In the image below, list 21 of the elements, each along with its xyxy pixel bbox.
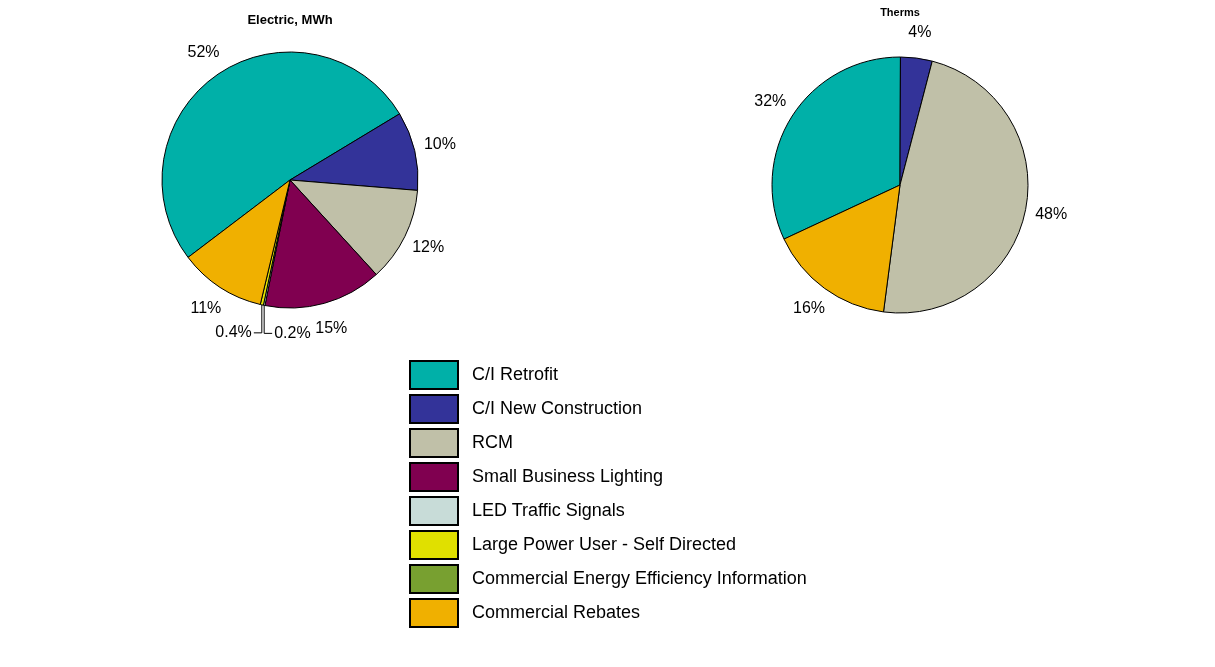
legend-label: Large Power User - Self Directed bbox=[472, 533, 737, 554]
data-label: 0.2% bbox=[274, 323, 311, 341]
data-label: 32% bbox=[754, 92, 787, 110]
data-label: 15% bbox=[315, 318, 348, 336]
legend-label: Small Business Lighting bbox=[472, 465, 664, 486]
legend-label: RCM bbox=[472, 431, 513, 452]
data-label: 52% bbox=[187, 42, 220, 60]
data-label: 10% bbox=[423, 134, 456, 153]
chart-title: Therms bbox=[880, 6, 920, 18]
data-label: 16% bbox=[793, 299, 826, 317]
legend-label: C/I New Construction bbox=[472, 397, 643, 418]
chart-title: Electric, MWh bbox=[247, 12, 333, 27]
legend-label: Commercial Rebates bbox=[472, 601, 641, 622]
data-label: 12% bbox=[412, 238, 445, 256]
data-label: 4% bbox=[908, 22, 932, 40]
data-label: 11% bbox=[190, 299, 222, 317]
legend-label: C/I Retrofit bbox=[472, 363, 559, 384]
data-label: 0.4% bbox=[215, 323, 252, 341]
data-label: 48% bbox=[1035, 204, 1068, 222]
legend-label: LED Traffic Signals bbox=[472, 499, 625, 520]
legend-label: Commercial Energy Efficiency Information bbox=[472, 567, 807, 588]
